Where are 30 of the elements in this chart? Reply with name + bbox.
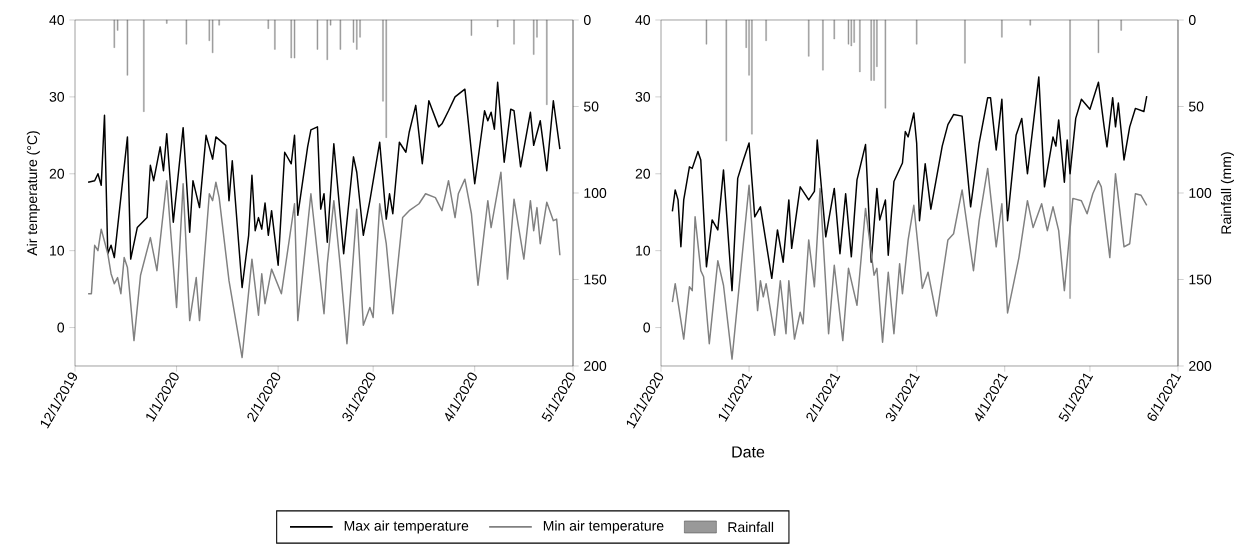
y2-tick-label: 50: [1188, 101, 1204, 112]
y2-tick-label: 150: [1189, 274, 1212, 285]
legend-label: Min air temperature: [543, 520, 664, 534]
y-tick-label: 20: [635, 168, 651, 179]
y2-tick-label: 0: [583, 15, 591, 25]
y-tick-label: 10: [636, 245, 651, 256]
y2-tick-label: 0: [1188, 15, 1196, 25]
y-tick-label: 40: [49, 15, 65, 25]
legend-label: Rainfall: [728, 521, 774, 533]
y-tick-label: 10: [50, 245, 65, 256]
y-tick-label: 20: [49, 168, 65, 179]
line-series: [87, 81, 561, 289]
y-tick-label: 30: [49, 91, 65, 102]
y-axis-title: Air temperature (°C): [26, 131, 40, 256]
y2-tick-label: 50: [583, 101, 599, 112]
y-tick-label: 0: [643, 322, 651, 333]
line-series: [671, 167, 1148, 360]
line-series: [87, 171, 561, 359]
y2-axis-title: Rainfall (mm): [1220, 152, 1234, 234]
y2-tick-label: 200: [584, 361, 607, 371]
y-tick-label: 0: [57, 322, 65, 333]
y2-tick-label: 100: [1189, 188, 1212, 198]
y-tick-label: 30: [635, 91, 651, 102]
y2-tick-label: 150: [584, 274, 607, 285]
line-series: [671, 76, 1148, 292]
legend-label: Max air temperature: [344, 520, 469, 534]
y2-tick-label: 200: [1189, 361, 1212, 371]
y-tick-label: 40: [635, 15, 651, 25]
x-axis-title: Date: [732, 446, 765, 458]
y2-tick-label: 100: [584, 188, 607, 198]
